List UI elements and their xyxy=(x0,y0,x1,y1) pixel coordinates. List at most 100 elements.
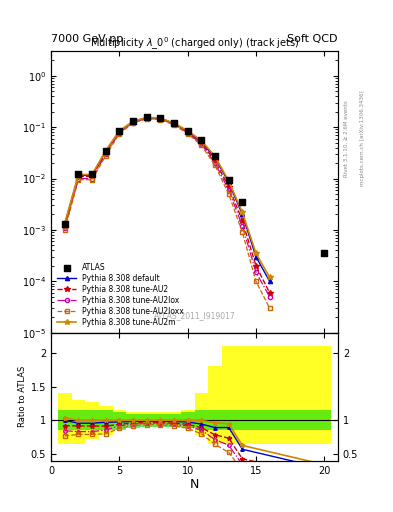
Pythia 8.308 default xyxy=(158,115,163,121)
Pythia 8.308 tune-AU2m xyxy=(144,114,149,120)
Bar xyxy=(112,410,126,426)
Pythia 8.308 tune-AU2lox xyxy=(103,151,108,157)
Bar xyxy=(126,414,140,429)
Pythia 8.308 tune-AU2lox xyxy=(158,116,163,122)
Pythia 8.308 tune-AU2m xyxy=(240,209,245,216)
Pythia 8.308 tune-AU2lox xyxy=(240,223,245,229)
Pythia 8.308 tune-AU2 xyxy=(185,129,190,135)
Pythia 8.308 default xyxy=(62,221,67,227)
Pythia 8.308 tune-AU2loxx xyxy=(131,120,136,126)
ATLAS xyxy=(130,117,136,125)
Pythia 8.308 default xyxy=(185,128,190,134)
Pythia 8.308 tune-AU2lox xyxy=(213,160,217,166)
Bar xyxy=(235,410,249,431)
Line: Pythia 8.308 tune-AU2loxx: Pythia 8.308 tune-AU2loxx xyxy=(62,117,272,310)
Bar xyxy=(140,414,154,427)
Pythia 8.308 default xyxy=(90,173,94,179)
Bar xyxy=(208,367,222,444)
Pythia 8.308 tune-AU2 xyxy=(90,174,94,180)
Text: ATLAS_2011_I919017: ATLAS_2011_I919017 xyxy=(154,311,235,321)
Pythia 8.308 default xyxy=(199,139,204,145)
Bar xyxy=(140,412,154,424)
Pythia 8.308 tune-AU2lox xyxy=(76,176,81,182)
Pythia 8.308 tune-AU2lox xyxy=(267,294,272,300)
Bar xyxy=(85,410,99,431)
Pythia 8.308 tune-AU2lox xyxy=(185,130,190,136)
ATLAS xyxy=(212,152,218,160)
Bar xyxy=(208,410,222,431)
Pythia 8.308 default xyxy=(226,179,231,185)
Bar xyxy=(126,412,140,424)
Bar xyxy=(222,410,235,431)
Pythia 8.308 tune-AU2lox xyxy=(226,187,231,193)
Pythia 8.308 tune-AU2 xyxy=(158,116,163,122)
Pythia 8.308 tune-AU2 xyxy=(76,174,81,180)
Bar xyxy=(112,412,126,431)
ATLAS xyxy=(75,170,82,179)
Pythia 8.308 tune-AU2m xyxy=(90,172,94,178)
Line: Pythia 8.308 tune-AU2: Pythia 8.308 tune-AU2 xyxy=(62,115,272,295)
Pythia 8.308 default xyxy=(172,120,176,126)
ATLAS xyxy=(157,114,163,122)
Bar xyxy=(167,414,181,427)
Pythia 8.308 tune-AU2m xyxy=(226,178,231,184)
Bar xyxy=(58,410,72,431)
ATLAS xyxy=(198,136,204,144)
Bar xyxy=(72,410,85,431)
Pythia 8.308 tune-AU2loxx xyxy=(76,177,81,183)
Legend: ATLAS, Pythia 8.308 default, Pythia 8.308 tune-AU2, Pythia 8.308 tune-AU2lox, Py: ATLAS, Pythia 8.308 default, Pythia 8.30… xyxy=(55,261,186,329)
Pythia 8.308 tune-AU2m xyxy=(213,153,217,159)
Pythia 8.308 default xyxy=(240,211,245,218)
Line: Pythia 8.308 tune-AU2m: Pythia 8.308 tune-AU2m xyxy=(62,115,272,280)
Pythia 8.308 default xyxy=(144,115,149,121)
Bar xyxy=(154,412,167,424)
Pythia 8.308 tune-AU2lox xyxy=(172,121,176,127)
Pythia 8.308 tune-AU2m xyxy=(253,250,258,257)
Text: Soft QCD: Soft QCD xyxy=(288,33,338,44)
Bar xyxy=(99,410,112,431)
Pythia 8.308 tune-AU2loxx xyxy=(62,227,67,233)
Pythia 8.308 tune-AU2lox xyxy=(117,130,122,136)
Pythia 8.308 tune-AU2loxx xyxy=(103,153,108,159)
Bar xyxy=(58,393,72,444)
ATLAS xyxy=(185,126,191,135)
Pythia 8.308 tune-AU2lox xyxy=(199,141,204,147)
Bar xyxy=(85,401,99,439)
Pythia 8.308 default xyxy=(267,279,272,285)
Pythia 8.308 default xyxy=(213,155,217,161)
Pythia 8.308 tune-AU2 xyxy=(240,218,245,224)
Pythia 8.308 tune-AU2lox xyxy=(253,269,258,275)
Bar xyxy=(195,410,208,431)
Pythia 8.308 tune-AU2m xyxy=(103,147,108,154)
Pythia 8.308 tune-AU2 xyxy=(226,183,231,189)
Pythia 8.308 tune-AU2m xyxy=(158,115,163,121)
Pythia 8.308 tune-AU2 xyxy=(131,119,136,125)
Pythia 8.308 default xyxy=(103,148,108,154)
ATLAS xyxy=(143,113,150,121)
Pythia 8.308 tune-AU2loxx xyxy=(185,131,190,137)
Bar xyxy=(181,410,195,429)
ATLAS xyxy=(62,220,68,228)
Pythia 8.308 tune-AU2lox xyxy=(131,119,136,125)
Pythia 8.308 tune-AU2loxx xyxy=(90,177,94,183)
Pythia 8.308 tune-AU2loxx xyxy=(267,305,272,311)
Pythia 8.308 tune-AU2m xyxy=(267,274,272,281)
Pythia 8.308 tune-AU2 xyxy=(213,158,217,164)
ATLAS xyxy=(239,198,246,206)
Pythia 8.308 tune-AU2 xyxy=(144,115,149,121)
Pythia 8.308 default xyxy=(76,173,81,179)
Bar xyxy=(154,414,167,427)
Pythia 8.308 default xyxy=(117,128,122,134)
Bar xyxy=(235,346,249,444)
Pythia 8.308 tune-AU2lox xyxy=(62,225,67,231)
Pythia 8.308 tune-AU2loxx xyxy=(172,122,176,128)
Pythia 8.308 tune-AU2 xyxy=(199,140,204,146)
Text: Rivet 3.1.10, ≥ 2.6M events: Rivet 3.1.10, ≥ 2.6M events xyxy=(344,100,349,177)
Line: Pythia 8.308 default: Pythia 8.308 default xyxy=(62,116,272,284)
Bar xyxy=(167,412,181,426)
Bar xyxy=(222,346,235,444)
ATLAS xyxy=(89,170,95,179)
Pythia 8.308 tune-AU2loxx xyxy=(226,191,231,197)
ATLAS xyxy=(226,176,232,184)
Pythia 8.308 tune-AU2loxx xyxy=(253,279,258,285)
